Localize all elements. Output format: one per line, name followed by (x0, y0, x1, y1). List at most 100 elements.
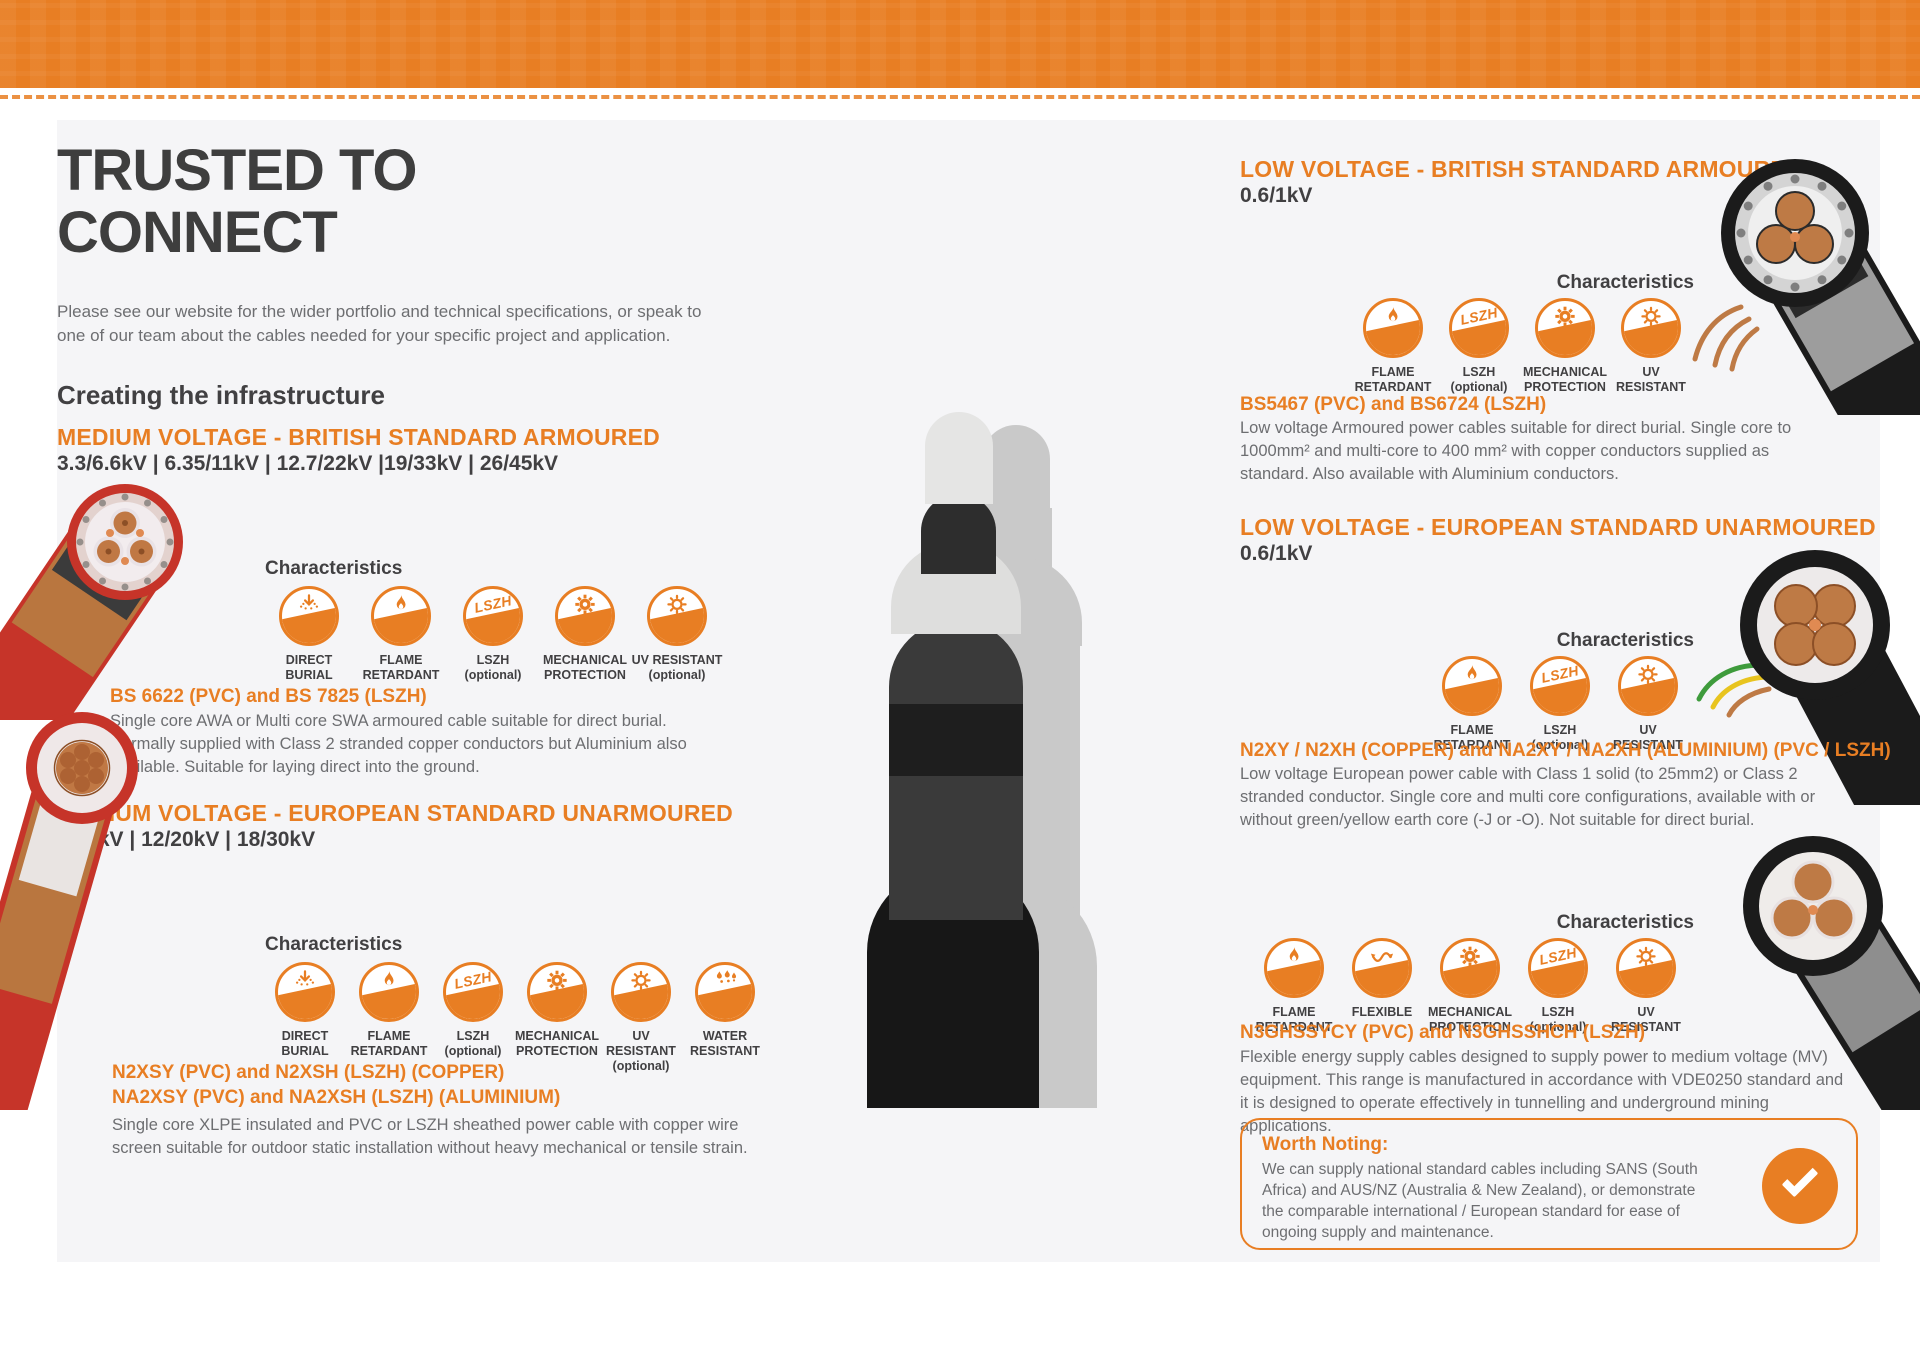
characteristic-lszh: LSZH LSZH (optional) (431, 962, 515, 1074)
n3gh-description: Flexible energy supply cables designed t… (1240, 1048, 1844, 1135)
lv-european-heading: LOW VOLTAGE - EUROPEAN STANDARD UNARMOUR… (1240, 514, 1876, 540)
characteristic-label: FLAME RETARDANT (362, 653, 440, 682)
characteristic-note: (optional) (1531, 738, 1589, 752)
characteristic-lszh: LSZH LSZH (optional) (1514, 938, 1602, 1035)
flame-icon (371, 586, 431, 646)
characteristic-uv-resistant: UV RESISTANT (optional) (599, 962, 683, 1074)
characteristic-note: (optional) (464, 668, 522, 682)
characteristic-label: WATER RESISTANT (690, 1029, 760, 1058)
n3gh-characteristics-heading: Characteristics (1556, 912, 1694, 933)
characteristic-flame-retardant: FLAME RETARDANT (347, 962, 431, 1074)
characteristic-mechanical-protection: MECHANICAL PROTECTION (1522, 298, 1608, 395)
cable-semicon-layer (921, 494, 996, 574)
sun-icon (647, 586, 707, 646)
characteristic-label: LSZH (456, 1029, 490, 1043)
characteristic-label: LSZH (1543, 723, 1577, 737)
cable-core-insulation (925, 412, 993, 504)
characteristic-flexible: FLEXIBLE (1338, 938, 1426, 1035)
characteristic-flame-retardant: FLAME RETARDANT (1428, 656, 1516, 753)
characteristic-label: UV RESISTANT (631, 653, 723, 667)
characteristic-flame-retardant: FLAME RETARDANT (1250, 938, 1338, 1035)
characteristic-mechanical-protection: MECHANICAL PROTECTION (515, 962, 599, 1074)
mv-british-characteristics-heading: Characteristics (265, 558, 403, 579)
lv-british-description: Low voltage Armoured power cables suitab… (1240, 419, 1792, 483)
mv-european-heading: MEDIUM VOLTAGE - EUROPEAN STANDARD UNARM… (57, 800, 733, 826)
mv-european-voltages: 6/10kV | 12/20kV | 18/30kV (57, 828, 316, 851)
page-title: TRUSTED TO CONNECT (57, 140, 417, 264)
characteristic-label: LSZH (1462, 365, 1496, 379)
lv-british-heading: LOW VOLTAGE - BRITISH STANDARD ARMOURED (1240, 156, 1803, 182)
flame-icon (1363, 298, 1423, 358)
mv-british-description: Single core AWA or Multi core SWA armour… (110, 712, 687, 776)
gear-icon (1535, 298, 1595, 358)
characteristic-note: (optional) (612, 1059, 670, 1073)
mv-british-product: BS 6622 (PVC) and BS 7825 (LSZH) (110, 686, 427, 707)
mv-british-heading: MEDIUM VOLTAGE - BRITISH STANDARD ARMOUR… (57, 424, 660, 450)
mv-european-product-line2: NA2XSY (PVC) and NA2XSH (LSZH) (ALUMINIU… (112, 1087, 561, 1108)
characteristic-label: LSZH (1541, 1005, 1575, 1019)
lszh-icon: LSZH (1530, 656, 1590, 716)
characteristic-lszh: LSZH LSZH (optional) (447, 586, 539, 683)
characteristic-direct-burial: DIRECT BURIAL (263, 962, 347, 1074)
flame-icon (1442, 656, 1502, 716)
flame-icon (1264, 938, 1324, 998)
sun-icon (1621, 298, 1681, 358)
n3gh-cable-image (1743, 836, 1920, 1110)
n3gh-characteristics: FLAME RETARDANT FLEXIBLE MECHANICAL PROT… (1250, 938, 1690, 1035)
cable-shadow (982, 425, 1050, 517)
characteristic-note: (optional) (444, 1044, 502, 1058)
stitch-dashed-line (0, 95, 1920, 99)
lszh-icon: LSZH (1449, 298, 1509, 358)
characteristic-label: DIRECT BURIAL (285, 653, 333, 682)
direct-burial-icon (275, 962, 335, 1022)
characteristic-label: FLAME RETARDANT (1255, 1005, 1333, 1034)
mv-european-cable-image (0, 712, 138, 1110)
top-banner (0, 0, 1920, 88)
characteristic-lszh: LSZH LSZH (optional) (1436, 298, 1522, 395)
worth-noting-title: Worth Noting: (1262, 1134, 1389, 1155)
characteristic-label: FLAME RETARDANT (1354, 365, 1432, 394)
sun-icon (611, 962, 671, 1022)
mv-european-characteristics: DIRECT BURIAL FLAME RETARDANT LSZH LSZH … (263, 962, 767, 1074)
lv-european-characteristics: FLAME RETARDANT LSZH LSZH (optional) UV … (1428, 656, 1692, 753)
gear-icon (555, 586, 615, 646)
characteristic-label: UV RESISTANT (606, 1029, 676, 1058)
n3gh-product: N3GHSSYCY (PVC) and N3GHSSHCH (LSZH) (1240, 1022, 1646, 1043)
characteristic-mechanical-protection: MECHANICAL PROTECTION (1426, 938, 1514, 1035)
flame-icon (359, 962, 419, 1022)
characteristic-label: FLEXIBLE (1351, 1005, 1413, 1019)
characteristic-flame-retardant: FLAME RETARDANT (1350, 298, 1436, 395)
direct-burial-icon (279, 586, 339, 646)
characteristic-label: LSZH (476, 653, 510, 667)
lszh-icon: LSZH (1528, 938, 1588, 998)
characteristic-water-resistant: WATER RESISTANT (683, 962, 767, 1074)
lv-european-characteristics-heading: Characteristics (1556, 630, 1694, 651)
lv-british-product: BS5467 (PVC) and BS6724 (LSZH) (1240, 394, 1547, 415)
mv-british-voltages: 3.3/6.6kV | 6.35/11kV | 12.7/22kV |19/33… (57, 452, 559, 475)
characteristic-note: (optional) (1529, 1020, 1587, 1034)
characteristic-uv-resistant: UV RESISTANT (1602, 938, 1690, 1035)
sun-icon (1616, 938, 1676, 998)
water-drops-icon (695, 962, 755, 1022)
checkmark-tick (1781, 1160, 1819, 1198)
mv-european-product-line1: N2XSY (PVC) and N2XSH (LSZH) (COPPER) (112, 1062, 505, 1083)
lszh-icon: LSZH (463, 586, 523, 646)
section-subheading: Creating the infrastructure (57, 380, 385, 410)
characteristic-note: (optional) (648, 668, 706, 682)
lv-british-characteristics: FLAME RETARDANT LSZH LSZH (optional) MEC… (1350, 298, 1694, 395)
lv-european-product: N2XY / N2XH (COPPER) and NA2XY / NA2XH (… (1240, 740, 1891, 761)
characteristic-uv-resistant: UV RESISTANT (1604, 656, 1692, 753)
characteristic-label: UV RESISTANT (1613, 723, 1683, 752)
lv-british-voltages: 0.6/1kV (1240, 184, 1313, 207)
gear-icon (527, 962, 587, 1022)
lv-british-cable-image (1692, 159, 1920, 415)
wave-arrow-icon (1352, 938, 1412, 998)
mv-british-cable-image (0, 484, 183, 720)
gear-icon (1440, 938, 1500, 998)
characteristic-uv-resistant: UV RESISTANT (optional) (631, 586, 723, 683)
cable-screen-band (889, 704, 1023, 776)
characteristic-label: FLAME RETARDANT (1433, 723, 1511, 752)
characteristic-label: DIRECT BURIAL (281, 1029, 329, 1058)
worth-noting-text: We can supply national standard cables i… (1262, 1161, 1698, 1241)
